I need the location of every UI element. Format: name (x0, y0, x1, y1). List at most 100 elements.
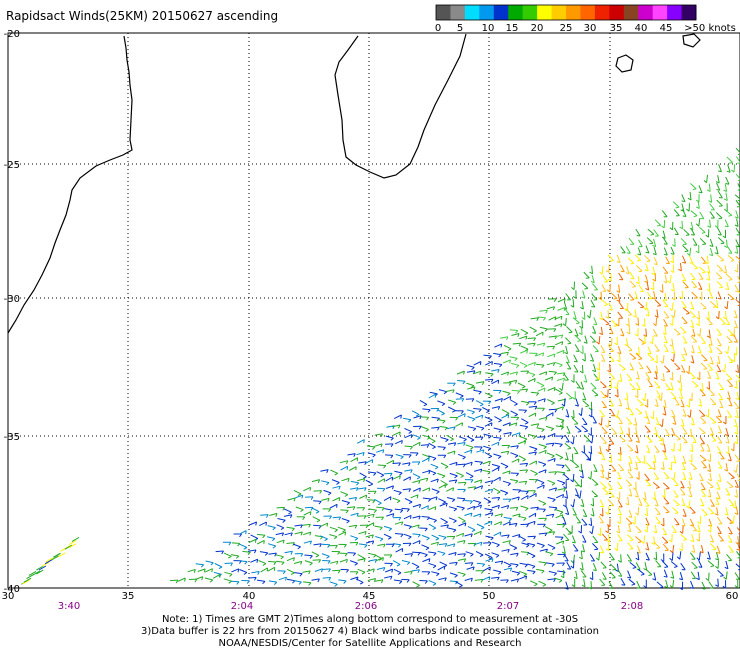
wind-barb-flag (588, 407, 592, 411)
wind-barb-flag (496, 491, 501, 494)
wind-barb (71, 537, 80, 542)
wind-barb-flag (707, 495, 712, 498)
wind-barb (647, 228, 655, 235)
wind-barb (601, 533, 608, 541)
wind-barb-flag (608, 343, 612, 347)
wind-barb (493, 427, 502, 431)
wind-barb (365, 459, 373, 464)
wind-barb (530, 391, 539, 394)
wind-barb (698, 311, 700, 320)
wind-barb-flag (309, 487, 312, 491)
wind-barb (556, 372, 566, 375)
wind-barb-flag (579, 370, 584, 374)
wind-barb (455, 392, 464, 397)
wind-barb-flag (638, 504, 643, 506)
wind-barb (636, 445, 639, 454)
wind-barb (590, 445, 593, 454)
wind-barb-flag (701, 271, 706, 274)
wind-barb (483, 445, 492, 449)
wind-barb-flag (365, 495, 368, 499)
wind-barb (412, 434, 421, 439)
wind-barb (728, 472, 735, 479)
wind-barb (645, 517, 650, 526)
wind-barb (403, 417, 411, 421)
wind-barb (204, 577, 213, 581)
wind-barb (565, 490, 568, 499)
wind-barb-flag (669, 550, 674, 554)
wind-barb (679, 571, 684, 580)
wind-barb-flag (710, 565, 715, 568)
wind-barb (617, 416, 623, 425)
reunion-island-coastline (615, 54, 634, 73)
wind-barb (538, 469, 547, 474)
wind-barb (715, 497, 720, 505)
wind-barb-flag (691, 234, 695, 236)
wind-barb-flag (650, 233, 655, 236)
wind-barb (628, 578, 636, 585)
wind-barb (572, 507, 577, 516)
wind-barb (616, 254, 621, 263)
wind-barb (709, 301, 717, 307)
wind-barb (689, 506, 696, 514)
wind-barb (727, 328, 734, 336)
wind-barb (376, 487, 386, 490)
wind-barb-flag (560, 334, 564, 339)
wind-barb (491, 441, 500, 446)
wind-barb-flag (454, 479, 458, 484)
wind-barb (438, 534, 447, 538)
wind-barb-flag (660, 523, 665, 527)
wind-barb (438, 498, 446, 503)
wind-barb-flag (309, 540, 312, 545)
wind-barb-flag (606, 289, 611, 293)
wind-barb-flag (679, 296, 683, 300)
wind-barb-flag (570, 504, 574, 508)
wind-barb (474, 485, 483, 490)
wind-barb-flag (659, 289, 664, 293)
wind-barb (707, 272, 711, 281)
wind-barb-flag (655, 486, 660, 489)
wind-barb-flag (364, 531, 367, 535)
wind-barb (689, 310, 696, 318)
wind-barb-flag (239, 533, 243, 538)
wind-barb (654, 498, 659, 507)
wind-barb (446, 434, 454, 440)
wind-barb (662, 543, 669, 551)
wind-barb-flag (548, 529, 553, 533)
wind-barb-flag (680, 486, 685, 489)
wind-barb-flag (641, 461, 646, 464)
wind-barb (710, 427, 715, 436)
wind-barb-flag (553, 387, 556, 392)
wind-barb-flag (625, 272, 630, 275)
wind-barb (394, 508, 403, 511)
wind-barb (482, 406, 490, 412)
wind-barb (368, 559, 377, 562)
wind-barb-flag (610, 260, 614, 262)
wind-barb (664, 399, 667, 408)
wind-barb-flag (427, 409, 431, 413)
wind-barb (635, 461, 639, 470)
wind-barb (554, 361, 563, 366)
wind-barb (546, 562, 555, 565)
wind-barb (725, 427, 729, 436)
wind-barb (653, 472, 659, 480)
wind-barb (347, 453, 356, 456)
wind-barb-flag (328, 577, 332, 581)
wind-barb (672, 579, 675, 588)
wind-barb (706, 318, 713, 325)
wind-barb-flag (718, 352, 723, 355)
legend-color-swatch (436, 5, 451, 20)
wind-barb (590, 299, 596, 308)
wind-barb (448, 527, 457, 531)
wind-barb-flag (609, 332, 614, 335)
wind-barb-flag (616, 497, 620, 501)
wind-barb (646, 237, 654, 244)
wind-barb (564, 442, 572, 449)
wind-barb (365, 534, 374, 538)
wind-barb (670, 246, 675, 255)
wind-barb-flag (734, 431, 738, 435)
wind-barb (197, 568, 206, 572)
wind-barb (493, 531, 502, 537)
wind-barb (593, 317, 598, 325)
wind-barb (619, 353, 621, 362)
wind-barb (320, 535, 328, 540)
